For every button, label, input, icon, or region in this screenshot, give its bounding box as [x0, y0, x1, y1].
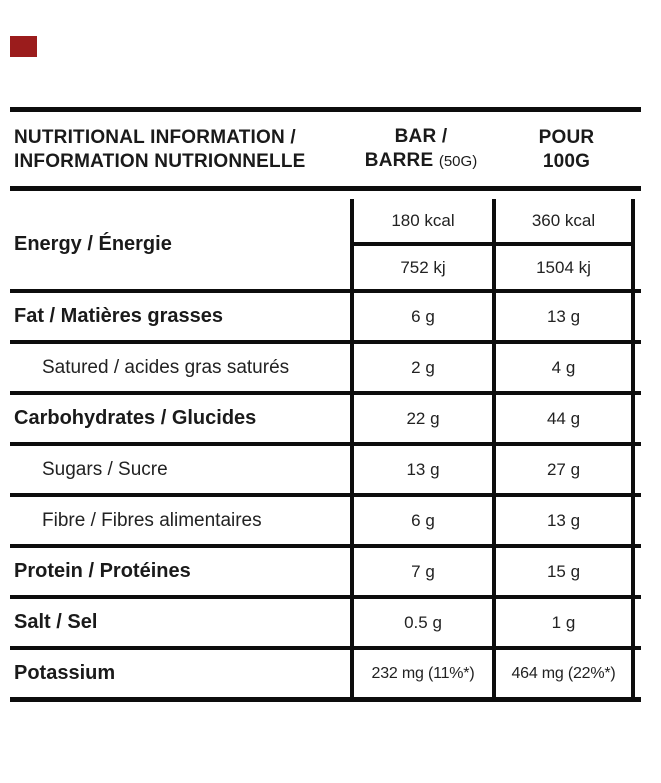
fat-bar-value: 6 g [350, 293, 492, 340]
energy-subrow-divider [350, 242, 635, 246]
table-row-salt: Salt / Sel 0.5 g 1 g [10, 595, 641, 646]
header-body-gap [10, 191, 641, 199]
energy-kj-per100-value: 1504 kj [492, 246, 635, 289]
red-swatch [10, 36, 37, 57]
table-top-rule [10, 107, 641, 112]
header-nutritional-information: NUTRITIONAL INFORMATION / INFORMATION NU… [10, 126, 350, 174]
table-row-protein: Protein / Protéines 7 g 15 g [10, 544, 641, 595]
header-col2-serving-note: (50G) [438, 153, 478, 170]
sugars-per100-value: 27 g [492, 446, 635, 493]
potassium-label: Potassium [14, 662, 116, 684]
energy-kj-subrow: 752 kj 1504 kj [350, 246, 641, 289]
sugars-label: Sugars / Sucre [42, 458, 168, 480]
header-bottom-rule [10, 186, 641, 191]
fat-label: Fat / Matières grasses [14, 305, 223, 327]
fibre-bar-value: 6 g [350, 497, 492, 544]
table-row-potassium: Potassium 232 mg (11%*) 464 mg (22%*) [10, 646, 641, 697]
salt-bar-value: 0.5 g [350, 599, 492, 646]
carbohydrates-label: Carbohydrates / Glucides [14, 407, 257, 429]
header-col2-line1: BAR / [394, 126, 448, 147]
protein-label: Protein / Protéines [14, 560, 191, 582]
table-row-carbohydrates: Carbohydrates / Glucides 22 g 44 g [10, 391, 641, 442]
protein-bar-value: 7 g [350, 548, 492, 595]
header-per100g-column: POUR 100G [492, 126, 641, 174]
energy-kcal-subrow: 180 kcal 360 kcal [350, 199, 641, 242]
table-row-fibre: Fibre / Fibres alimentaires 6 g 13 g [10, 493, 641, 544]
protein-per100-value: 15 g [492, 548, 635, 595]
fat-per100-value: 13 g [492, 293, 635, 340]
saturated-per100-value: 4 g [492, 344, 635, 391]
header-col3-line2: 100G [542, 150, 591, 172]
table-header-row: NUTRITIONAL INFORMATION / INFORMATION NU… [10, 112, 641, 186]
table-row-sugars: Sugars / Sucre 13 g 27 g [10, 442, 641, 493]
energy-kcal-bar-value: 180 kcal [350, 199, 492, 242]
header-col3-line1: POUR [538, 126, 595, 148]
potassium-per100-value: 464 mg (22%*) [492, 650, 635, 697]
table-row-saturated: Satured / acides gras saturés 2 g 4 g [10, 340, 641, 391]
nutrition-table: NUTRITIONAL INFORMATION / INFORMATION NU… [10, 107, 641, 702]
carbohydrates-bar-value: 22 g [350, 395, 492, 442]
header-col2-line2: BARRE [364, 150, 434, 171]
energy-kcal-per100-value: 360 kcal [492, 199, 635, 242]
saturated-label: Satured / acides gras saturés [42, 356, 290, 378]
fibre-label: Fibre / Fibres alimentaires [42, 509, 262, 531]
potassium-bar-value: 232 mg (11%*) [350, 650, 492, 697]
sugars-bar-value: 13 g [350, 446, 492, 493]
fibre-per100-value: 13 g [492, 497, 635, 544]
table-row-energy: Energy / Énergie 180 kcal 360 kcal 752 k… [10, 199, 641, 289]
header-col1-line1: NUTRITIONAL INFORMATION / [14, 126, 296, 148]
energy-values: 180 kcal 360 kcal 752 kj 1504 kj [350, 199, 641, 289]
energy-kj-bar-value: 752 kj [350, 246, 492, 289]
table-row-fat: Fat / Matières grasses 6 g 13 g [10, 289, 641, 340]
salt-label: Salt / Sel [14, 611, 98, 633]
carbohydrates-per100-value: 44 g [492, 395, 635, 442]
header-col1-line2: INFORMATION NUTRIONNELLE [14, 150, 306, 172]
header-bar-column: BAR / BARRE (50G) [350, 125, 492, 174]
salt-per100-value: 1 g [492, 599, 635, 646]
energy-label: Energy / Énergie [14, 232, 172, 255]
saturated-bar-value: 2 g [350, 344, 492, 391]
table-body: Energy / Énergie 180 kcal 360 kcal 752 k… [10, 199, 641, 702]
